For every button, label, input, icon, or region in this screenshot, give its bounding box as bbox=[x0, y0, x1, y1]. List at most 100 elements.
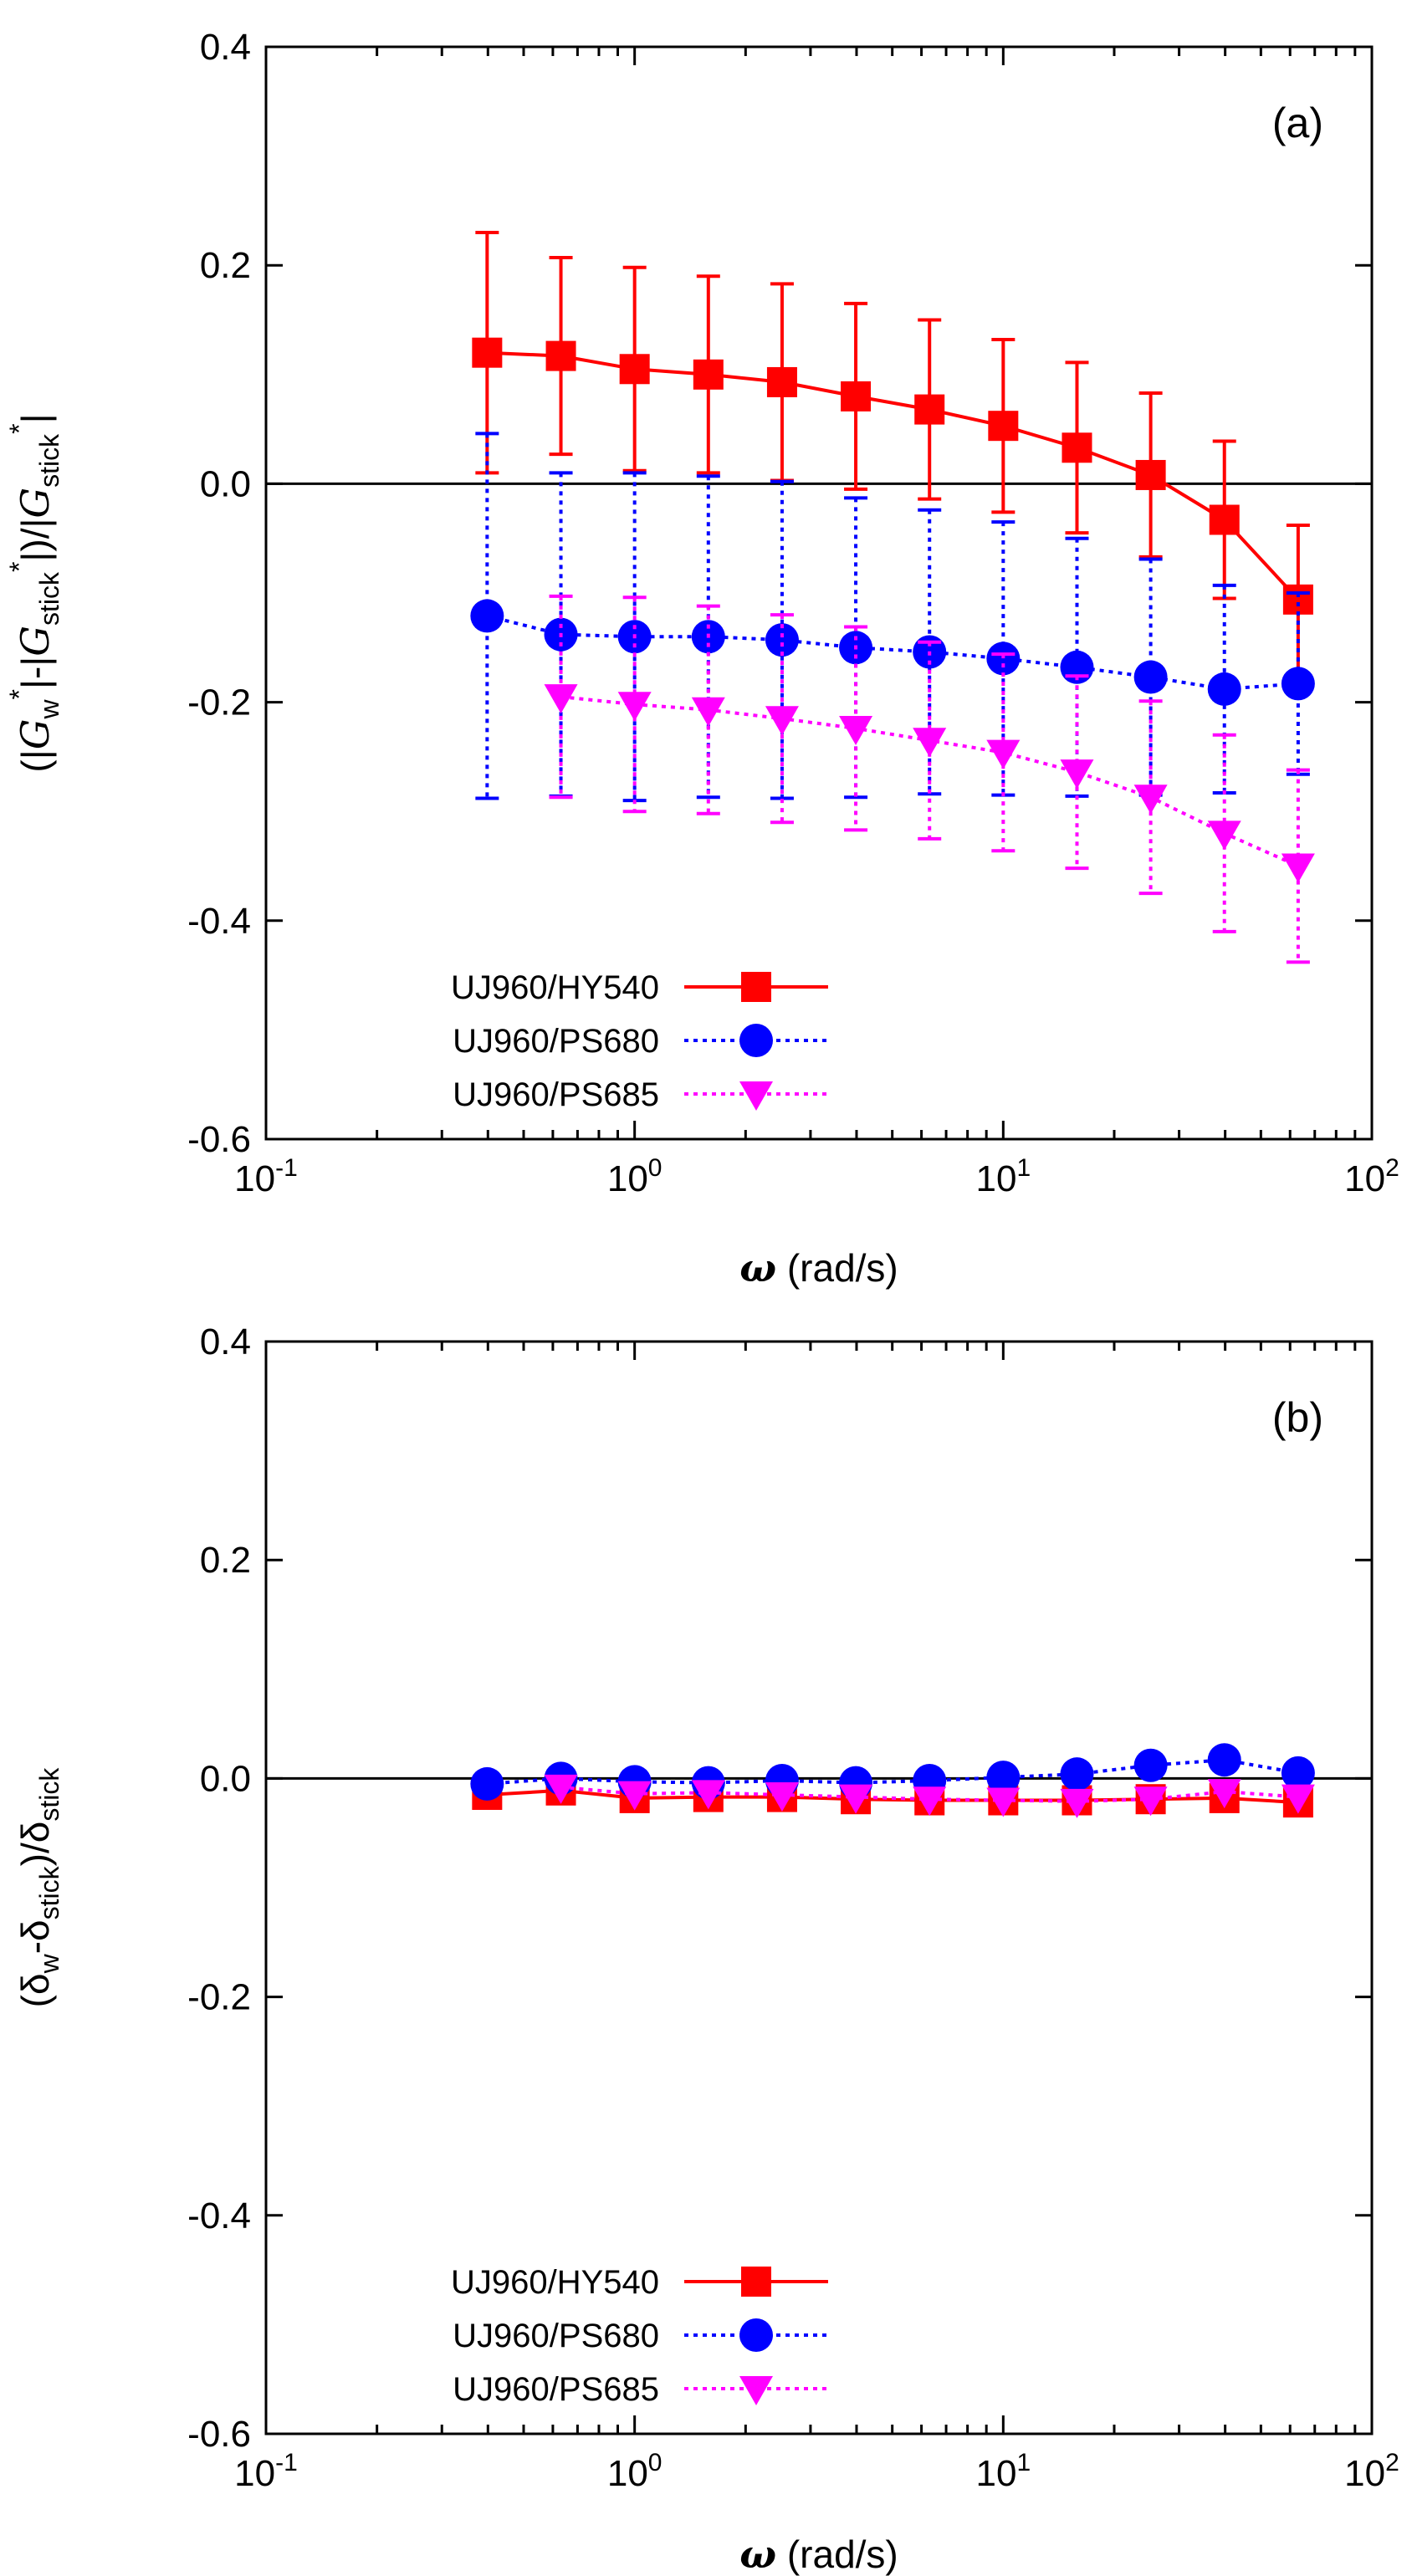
y-tick-label: -0.6 bbox=[187, 2414, 251, 2455]
panel-label: (b) bbox=[1272, 1394, 1323, 1441]
legend-label: UJ960/PS680 bbox=[453, 2318, 659, 2354]
series-line bbox=[487, 1758, 1299, 1786]
data-point bbox=[1282, 584, 1313, 615]
x-tick-label: 101 bbox=[976, 1154, 1031, 1199]
data-point bbox=[470, 599, 504, 633]
series-uj960-ps680 bbox=[470, 1743, 1315, 1801]
y-tick-label: -0.2 bbox=[187, 1977, 251, 2018]
data-point bbox=[839, 1784, 873, 1814]
y-tick-label: 0.4 bbox=[200, 1321, 251, 1362]
data-point bbox=[693, 359, 724, 390]
x-tick-label: 10-1 bbox=[234, 1154, 298, 1199]
error-bar bbox=[1212, 733, 1236, 933]
y-tick-label: -0.6 bbox=[187, 1119, 251, 1160]
y-tick-label: 0.4 bbox=[200, 27, 251, 68]
legend-marker bbox=[739, 2318, 773, 2352]
legend: UJ960/HY540 UJ960/PS680 UJ960/PS685 bbox=[451, 2264, 828, 2408]
data-point bbox=[1207, 820, 1241, 851]
error-bar bbox=[918, 640, 942, 841]
data-point bbox=[988, 411, 1019, 442]
legend-marker bbox=[739, 2376, 773, 2405]
data-point bbox=[1062, 432, 1092, 463]
data-point bbox=[1133, 785, 1168, 815]
y-tick-label: 0.2 bbox=[200, 245, 251, 286]
data-point bbox=[545, 340, 576, 371]
data-point bbox=[1209, 504, 1240, 535]
legend-label: UJ960/HY540 bbox=[451, 2264, 659, 2301]
legend-marker bbox=[741, 2267, 771, 2297]
legend-label: UJ960/HY540 bbox=[451, 969, 659, 1006]
y-tick-label: 0.0 bbox=[200, 1758, 251, 1799]
error-bar bbox=[991, 652, 1016, 853]
data-point bbox=[1060, 1788, 1094, 1818]
data-point bbox=[986, 1761, 1021, 1795]
x-tick-label: 101 bbox=[976, 2449, 1031, 2494]
y-tick-label: 0.2 bbox=[200, 1540, 251, 1581]
data-point bbox=[841, 381, 872, 411]
legend-item-uj960-ps680: UJ960/PS680 bbox=[453, 2318, 828, 2354]
data-point bbox=[1133, 660, 1168, 694]
panel-a: 0.4 0.2 0.0 -0.2 -0.4 -0.610-1 100 101 102 (a) ω (… bbox=[4, 27, 1399, 1291]
data-point bbox=[913, 728, 947, 758]
x-axis-label: ω (rad/s) bbox=[739, 1245, 898, 1291]
error-bar bbox=[622, 595, 647, 814]
data-point bbox=[472, 337, 503, 368]
data-point bbox=[1281, 1784, 1315, 1814]
data-point bbox=[986, 641, 1021, 676]
series-uj960-ps685 bbox=[544, 594, 1315, 964]
legend-marker bbox=[741, 972, 771, 1002]
data-point bbox=[617, 692, 652, 722]
data-point bbox=[986, 1787, 1021, 1817]
panel-label: (a) bbox=[1272, 100, 1323, 146]
data-point bbox=[617, 1781, 652, 1811]
x-tick-label: 10-1 bbox=[234, 2449, 298, 2494]
legend-item-uj960-hy540: UJ960/HY540 bbox=[451, 969, 828, 1006]
data-point bbox=[1207, 1743, 1241, 1777]
data-point bbox=[766, 366, 797, 397]
series-uj960-hy540 bbox=[472, 231, 1313, 676]
y-axis-label: (|Gw*|-|Gstick*|)/|Gstick*| bbox=[4, 413, 64, 772]
data-point bbox=[691, 697, 725, 727]
legend-item-uj960-hy540: UJ960/HY540 bbox=[451, 2264, 828, 2301]
series-uj960-ps685 bbox=[544, 1774, 1315, 1818]
series-uj960-ps680 bbox=[470, 432, 1315, 803]
data-point bbox=[544, 684, 578, 714]
x-axis-label: ω (rad/s) bbox=[739, 2532, 898, 2576]
x-tick-label: 102 bbox=[1344, 1154, 1399, 1199]
data-point bbox=[1207, 1779, 1241, 1809]
data-point bbox=[619, 354, 650, 385]
x-tick-label: 100 bbox=[607, 2449, 663, 2494]
data-point bbox=[1207, 672, 1241, 706]
data-point bbox=[765, 623, 799, 657]
data-point bbox=[1135, 459, 1166, 490]
data-point bbox=[913, 1786, 947, 1817]
error-bar bbox=[549, 594, 573, 800]
data-point bbox=[914, 394, 945, 425]
legend-label: UJ960/PS685 bbox=[453, 2371, 659, 2408]
data-point bbox=[1281, 667, 1315, 701]
data-point bbox=[1133, 1748, 1168, 1782]
legend-marker bbox=[739, 1024, 773, 1057]
legend-label: UJ960/PS680 bbox=[453, 1023, 659, 1060]
y-tick-label: -0.2 bbox=[187, 682, 251, 723]
y-tick-label: 0.0 bbox=[200, 463, 251, 504]
data-point bbox=[839, 715, 873, 745]
legend-label: UJ960/PS685 bbox=[453, 1076, 659, 1113]
x-tick-label: 102 bbox=[1344, 2449, 1399, 2494]
data-point bbox=[1060, 1757, 1094, 1791]
data-point bbox=[765, 706, 799, 736]
plot-frame bbox=[264, 45, 1374, 1141]
legend: UJ960/HY540 UJ960/PS680 UJ960/PS685 bbox=[451, 969, 828, 1113]
y-tick-label: -0.4 bbox=[187, 2195, 251, 2236]
data-point bbox=[1133, 1786, 1168, 1817]
data-point bbox=[765, 1781, 799, 1812]
error-bar bbox=[475, 432, 499, 800]
plot-frame bbox=[264, 1340, 1374, 2435]
data-point bbox=[1281, 853, 1315, 883]
data-point bbox=[544, 1774, 578, 1804]
y-axis-label: (δw-δstick)/δstick bbox=[13, 1767, 64, 2008]
legend-marker bbox=[739, 1081, 773, 1111]
legend-item-uj960-ps685: UJ960/PS685 bbox=[453, 2371, 828, 2408]
data-point bbox=[691, 1780, 725, 1810]
legend-item-uj960-ps685: UJ960/PS685 bbox=[453, 1076, 828, 1113]
